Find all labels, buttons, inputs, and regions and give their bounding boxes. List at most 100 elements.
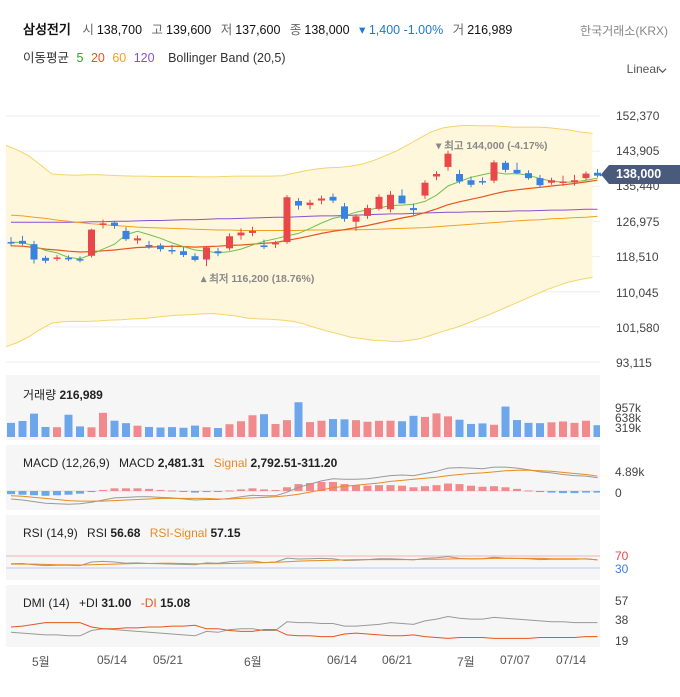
- macd-oscillator-bar: [156, 489, 165, 491]
- close-label: 종: [289, 23, 302, 37]
- macd-oscillator-bar: [260, 489, 268, 491]
- candle-body: [295, 200, 302, 206]
- macd-oscillator-bar: [225, 490, 234, 492]
- scale-mode-select[interactable]: Linear: [626, 62, 660, 76]
- volume-value: 216,989: [467, 23, 513, 37]
- price-chart[interactable]: 152,370 143,905 135,440 126,975 118,510 …: [0, 90, 680, 370]
- macd-panel[interactable]: MACD (12,26,9) MACD 2,481.31 Signal 2,79…: [6, 445, 600, 510]
- volume-bar: [18, 420, 27, 437]
- volume-bar: [294, 402, 303, 437]
- macd-oscillator-bar: [536, 491, 544, 493]
- mdi-line: [10, 622, 598, 639]
- macd-title: MACD (12,26,9) MACD 2,481.31 Signal 2,79…: [23, 456, 337, 470]
- candle-body: [479, 181, 486, 183]
- macd-oscillator-bar: [202, 491, 211, 493]
- close-value: 138,000: [304, 23, 350, 37]
- candle-body: [237, 232, 245, 236]
- ma120-legend: 120: [133, 51, 155, 65]
- candle-body: [502, 162, 509, 170]
- macd-oscillator-bar: [133, 488, 142, 491]
- volume-bar: [490, 424, 498, 437]
- volume-bar: [283, 420, 291, 437]
- macd-oscillator-bar: [547, 491, 556, 493]
- macd-signal-label: Signal: [213, 456, 248, 470]
- ma-label[interactable]: 이동평균: [23, 51, 70, 65]
- volume-bar: [7, 422, 15, 437]
- macd-oscillator-bar: [421, 486, 429, 491]
- x-axis-label: 06/14: [327, 653, 358, 667]
- macd-oscillator-bar: [329, 481, 337, 491]
- dmi-panel-label: DMI (14): [23, 596, 70, 610]
- candle-body: [134, 238, 141, 241]
- volume-bar: [260, 414, 268, 437]
- candle-body: [364, 208, 371, 216]
- volume-panel[interactable]: 거래량 216,989: [6, 375, 600, 440]
- candle-body: [53, 257, 61, 259]
- macd-oscillator-bar: [110, 488, 119, 491]
- change-value: ▾ 1,400 -1.00%: [359, 23, 444, 37]
- macd-oscillator-bar: [386, 485, 395, 491]
- stock-header: 삼성전기 시 138,700 고 139,600 저 137,600 종 138,000…: [0, 0, 680, 90]
- x-axis-label: 06/21: [382, 653, 413, 667]
- volume-bar: [41, 426, 50, 437]
- candle-body: [191, 256, 199, 260]
- candle-body: [571, 180, 578, 183]
- macd-oscillator-bar: [64, 491, 73, 495]
- candle-body: [88, 229, 95, 256]
- volume-bar: [467, 423, 475, 437]
- volume-label: 거: [452, 23, 465, 37]
- rsi-panel-label: RSI (14,9): [23, 526, 78, 540]
- pdi-label: +DI: [79, 596, 99, 610]
- candle-body: [76, 259, 84, 261]
- candle-body: [329, 196, 337, 201]
- macd-oscillator-bar: [352, 485, 360, 491]
- volume-bar: [340, 419, 349, 437]
- macd-oscillator-bar: [524, 490, 533, 492]
- macd-chart: [6, 466, 600, 505]
- volume-bar: [444, 416, 452, 437]
- ma20-legend: 20: [90, 51, 105, 65]
- x-axis-label: 7월: [457, 655, 475, 669]
- volume-bar: [133, 425, 142, 437]
- volume-bar: [524, 422, 533, 437]
- rsi-panel[interactable]: RSI (14,9) RSI 56.68 RSI-Signal 57.15: [6, 515, 600, 580]
- dmi-panel[interactable]: DMI (14) +DI 31.00 -DI 15.08: [6, 585, 600, 647]
- candle-body: [214, 251, 222, 254]
- stock-name[interactable]: 삼성전기: [23, 22, 71, 37]
- macd-oscillator-bar: [168, 490, 176, 492]
- macd-oscillator-bar: [467, 485, 475, 491]
- volume-bar: [179, 427, 188, 437]
- macd-oscillator-bar: [248, 488, 257, 491]
- volume-axis-label: 638k: [615, 411, 642, 425]
- volume-bar: [363, 421, 372, 437]
- dmi-axis-label: 38: [615, 613, 629, 627]
- macd-oscillator-bar: [340, 484, 349, 491]
- macd-oscillator-bar: [306, 483, 314, 491]
- macd-oscillator-bar: [363, 485, 372, 491]
- chevron-down-icon[interactable]: [658, 66, 667, 75]
- volume-bar: [559, 421, 567, 437]
- volume-bar: [317, 420, 326, 437]
- volume-bar: [214, 428, 222, 437]
- macd-oscillator-bar: [122, 488, 130, 491]
- volume-bar: [386, 420, 395, 437]
- volume-bar: [168, 427, 176, 437]
- candle-body: [410, 208, 417, 211]
- x-axis-label: 6월: [244, 655, 262, 669]
- exchange-label: 한국거래소(KRX): [580, 24, 668, 38]
- candle-body: [433, 173, 440, 177]
- mdi-value: 15.08: [160, 596, 191, 610]
- candle-body: [548, 180, 555, 183]
- volume-bar: [329, 419, 337, 437]
- volume-bar: [582, 420, 590, 437]
- high-label: 고: [151, 23, 164, 37]
- ma120-line: [11, 208, 598, 223]
- rsi-axis-70: 70: [615, 549, 629, 563]
- candle-body: [352, 216, 360, 222]
- rsi-signal-label: RSI-Signal: [149, 526, 208, 540]
- volume-axis-label: 957k: [615, 401, 642, 415]
- bollinger-legend[interactable]: Bollinger Band (20,5): [168, 51, 286, 65]
- current-price-tag: 138,000: [601, 165, 680, 184]
- candle-body: [444, 153, 452, 167]
- bollinger-band-fill: [6, 125, 593, 347]
